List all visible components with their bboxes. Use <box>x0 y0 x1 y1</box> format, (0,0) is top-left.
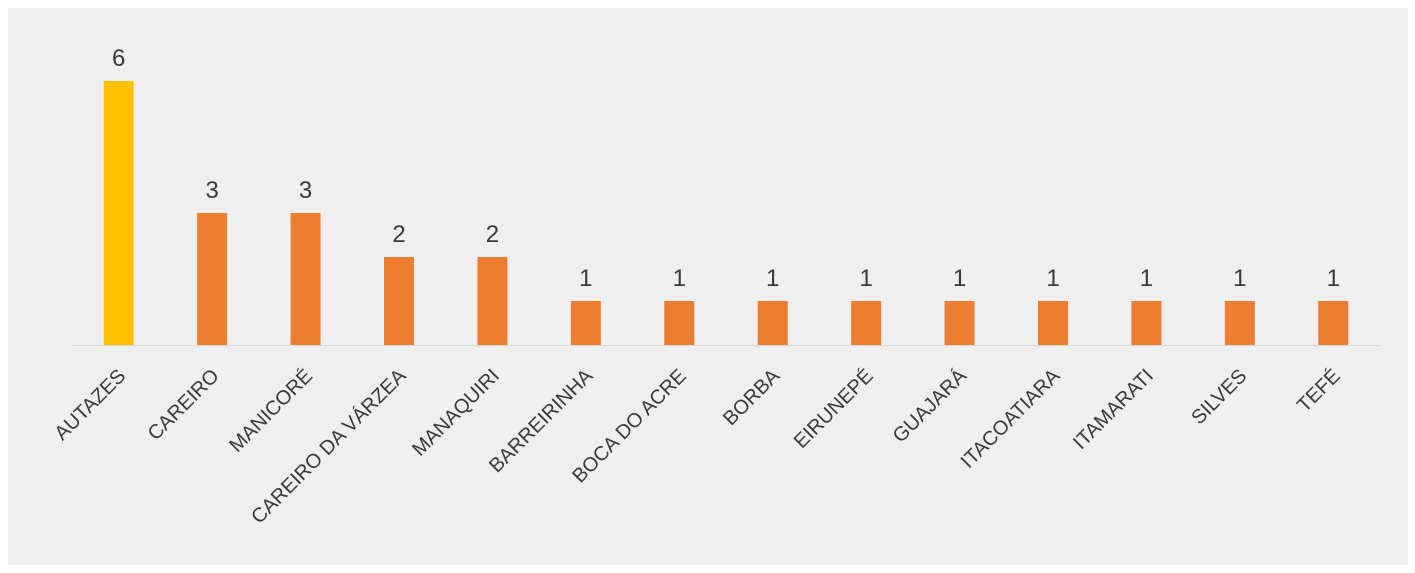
bar-itacoatiara <box>1038 301 1068 345</box>
category-label: EIRUNEPÉ <box>789 364 878 453</box>
data-label: 1 <box>1327 265 1340 292</box>
bar-borba <box>757 301 788 345</box>
bar-tefé <box>1318 301 1349 345</box>
category-label: MANAQUIRI <box>408 365 504 461</box>
bar-guajará <box>944 301 975 345</box>
bar-manaquiri <box>477 257 508 345</box>
category-label: CAREIRO <box>144 365 224 445</box>
data-label: 1 <box>766 265 779 292</box>
data-labels-group: 6 3 3 2 2 1 1 1 1 1 1 1 1 1 <box>112 45 1340 292</box>
data-label: 1 <box>953 265 966 292</box>
data-label: 1 <box>673 265 686 292</box>
category-label: BORBA <box>719 365 785 431</box>
category-label: MANICORÉ <box>225 364 317 456</box>
bar-barreirinha <box>570 301 601 345</box>
bar-manicoré <box>290 213 321 345</box>
category-label: TEFÉ <box>1292 364 1344 416</box>
data-label: 1 <box>1046 265 1059 292</box>
category-label: ITACOATIARA <box>957 365 1065 473</box>
bar-silves <box>1224 301 1255 345</box>
bars-group <box>103 81 1349 345</box>
data-label: 1 <box>579 265 592 292</box>
bar-careiro <box>197 213 228 345</box>
category-label: AUTAZES <box>51 365 131 445</box>
data-label: 1 <box>1233 265 1246 292</box>
bar-eirunepé <box>851 301 882 345</box>
data-label: 6 <box>112 45 125 72</box>
category-label: CAREIRO DA VÁRZEA <box>247 364 411 528</box>
bar-itamarati <box>1131 301 1162 345</box>
chart-area: 6 3 3 2 2 1 1 1 1 1 1 1 1 1 AUTAZES CAREIRO MANICORÉ CAR… <box>8 8 1408 565</box>
data-label: 1 <box>859 265 872 292</box>
data-label: 2 <box>392 221 405 248</box>
data-label: 2 <box>486 221 499 248</box>
bar-boca-do-acre <box>664 301 695 345</box>
bar-autazes <box>103 81 134 345</box>
bar-chart: 6 3 3 2 2 1 1 1 1 1 1 1 1 1 AUTAZES CAREIRO MANICORÉCAR… <box>51 45 1380 528</box>
data-label: 1 <box>1140 265 1153 292</box>
bar-careiro-da-várzea <box>384 257 414 345</box>
data-label: 3 <box>299 177 312 204</box>
category-label: ITAMARATI <box>1069 365 1158 454</box>
data-label: 3 <box>205 177 218 204</box>
category-label: SILVES <box>1187 365 1251 429</box>
category-label: GUAJARÁ <box>888 364 972 448</box>
